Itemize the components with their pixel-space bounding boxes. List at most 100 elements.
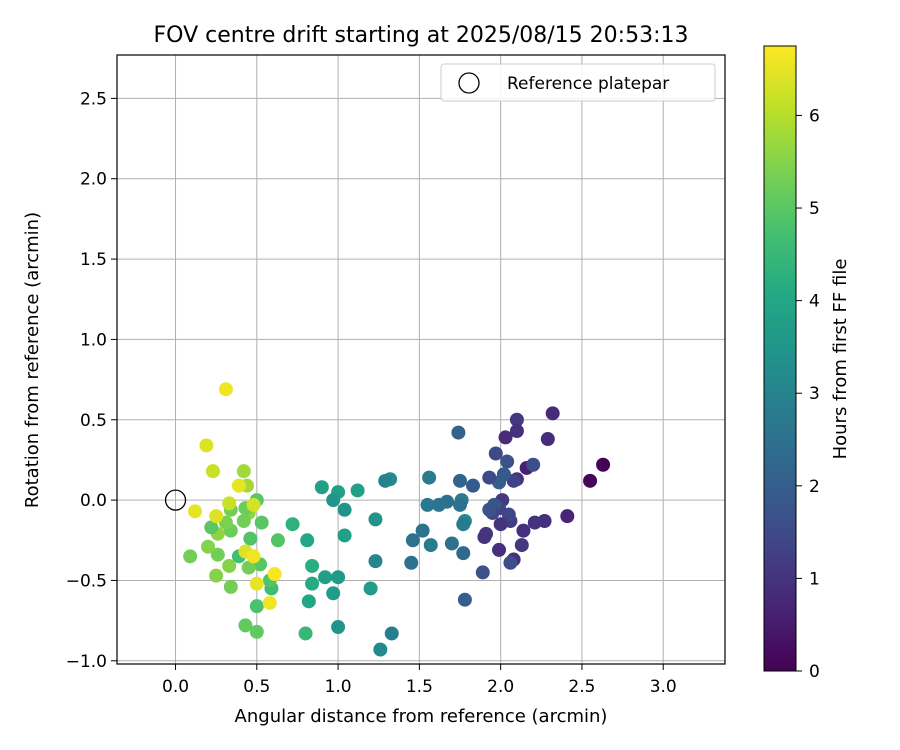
data-point xyxy=(326,586,341,601)
data-point xyxy=(482,470,497,485)
data-points xyxy=(183,382,611,657)
x-tick-label: 0.5 xyxy=(243,677,270,697)
data-point xyxy=(451,425,466,440)
data-point xyxy=(300,533,315,548)
data-point xyxy=(509,424,524,439)
data-point xyxy=(331,570,346,585)
data-point xyxy=(209,568,224,583)
data-point xyxy=(514,538,529,553)
data-point xyxy=(373,642,388,657)
data-point xyxy=(423,538,438,553)
data-point xyxy=(318,570,333,585)
data-point xyxy=(326,493,341,508)
data-point xyxy=(238,618,253,633)
y-axis-ticks: −1.0 −0.5 0.0 0.5 1.0 1.5 2.0 2.5 xyxy=(66,89,117,672)
data-point xyxy=(560,509,575,524)
x-tick-label: 1.0 xyxy=(325,677,352,697)
data-point xyxy=(509,412,524,427)
data-point xyxy=(477,530,492,545)
colorbar-tick-label: 4 xyxy=(809,292,820,312)
data-point xyxy=(457,592,472,607)
colorbar-tick-label: 2 xyxy=(809,477,820,497)
data-point xyxy=(415,523,430,538)
colorbar-tick-label: 3 xyxy=(809,384,820,404)
data-point xyxy=(453,473,468,488)
data-point xyxy=(305,576,320,591)
colorbar: 0 1 2 3 4 5 6 Hours from first FF file xyxy=(763,45,851,682)
y-tick-label: 0.0 xyxy=(80,491,107,511)
data-point xyxy=(337,528,352,543)
data-point xyxy=(243,531,258,546)
y-tick-label: 1.5 xyxy=(80,250,107,270)
data-point xyxy=(301,594,316,609)
data-point xyxy=(236,513,251,528)
x-tick-label: 1.5 xyxy=(406,677,433,697)
x-tick-label: 2.5 xyxy=(568,677,595,697)
data-point xyxy=(488,446,503,461)
data-point xyxy=(285,517,300,532)
data-point xyxy=(236,464,251,479)
data-point xyxy=(368,512,383,527)
legend-reference-marker xyxy=(458,72,480,94)
data-point xyxy=(223,579,238,594)
plot-frame xyxy=(116,54,726,665)
data-point xyxy=(596,457,611,472)
data-point xyxy=(241,560,256,575)
data-point xyxy=(492,542,507,557)
colorbar-ticks: 0 1 2 3 4 5 6 xyxy=(796,106,820,682)
data-point xyxy=(405,533,420,548)
data-point xyxy=(262,595,277,610)
y-tick-label: −0.5 xyxy=(66,571,107,591)
data-point xyxy=(249,576,264,591)
data-point xyxy=(378,473,393,488)
data-point xyxy=(222,558,237,573)
data-point xyxy=(466,478,481,493)
data-point xyxy=(205,464,220,479)
data-point xyxy=(498,430,513,445)
data-point xyxy=(496,467,511,482)
data-point xyxy=(298,626,313,641)
colorbar-tick-label: 0 xyxy=(809,662,820,682)
data-point xyxy=(456,546,471,561)
data-point xyxy=(363,581,378,596)
legend-entry-reference: Reference platepar xyxy=(507,74,669,94)
data-point xyxy=(267,567,282,582)
colorbar-tick-label: 6 xyxy=(809,106,820,126)
grid-lines xyxy=(117,55,725,664)
y-tick-label: 0.5 xyxy=(80,411,107,431)
data-point xyxy=(404,555,419,570)
data-point xyxy=(368,554,383,569)
data-point xyxy=(218,382,233,397)
data-point xyxy=(188,504,203,519)
data-point xyxy=(540,432,555,447)
data-point xyxy=(337,502,352,517)
colorbar-tick-label: 5 xyxy=(809,199,820,219)
data-point xyxy=(444,536,459,551)
data-point xyxy=(482,502,497,517)
data-point xyxy=(453,497,468,512)
data-point xyxy=(249,599,264,614)
chart-title: FOV centre drift starting at 2025/08/15 … xyxy=(154,23,689,48)
data-point xyxy=(231,478,246,493)
data-point xyxy=(500,454,515,469)
data-point xyxy=(183,549,198,564)
data-point xyxy=(270,533,285,548)
data-point xyxy=(431,497,446,512)
data-point xyxy=(249,624,264,639)
legend-box xyxy=(440,63,716,102)
reference-point xyxy=(164,489,187,511)
data-point xyxy=(210,547,225,562)
data-point xyxy=(527,515,542,530)
data-point xyxy=(583,473,598,488)
data-point xyxy=(350,483,365,498)
y-tick-label: −1.0 xyxy=(66,652,107,672)
data-point xyxy=(493,517,508,532)
data-point xyxy=(305,558,320,573)
y-tick-label: 1.0 xyxy=(80,330,107,350)
data-point xyxy=(204,520,219,535)
data-point xyxy=(209,509,224,524)
data-point xyxy=(246,549,261,564)
y-axis-label: Rotation from reference (arcmin) xyxy=(22,212,43,508)
colorbar-gradient xyxy=(763,45,797,672)
